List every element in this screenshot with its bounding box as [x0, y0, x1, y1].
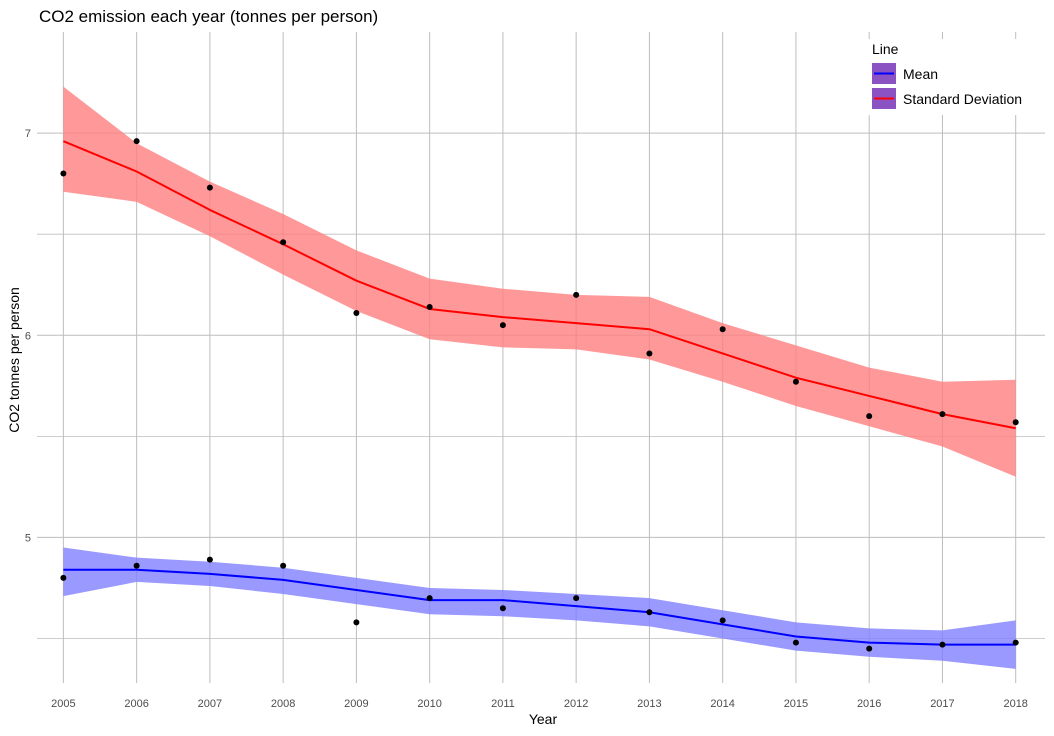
x-tick-label-2015: 2015 [784, 698, 808, 710]
point-standard-deviation-2008 [280, 239, 287, 246]
point-standard-deviation-2015 [792, 378, 799, 385]
legend-label-mean: Mean [903, 66, 938, 82]
series-lines [62, 140, 1016, 646]
point-standard-deviation-2010 [426, 303, 433, 310]
x-tick-label-2006: 2006 [124, 698, 148, 710]
x-tick-label-2009: 2009 [344, 698, 368, 710]
confidence-bands [63, 86, 1016, 669]
point-standard-deviation-2016 [866, 413, 873, 420]
legend-title: Line [872, 41, 899, 57]
point-standard-deviation-2006 [133, 138, 140, 145]
band-mean [63, 547, 1016, 669]
point-standard-deviation-2007 [206, 184, 213, 191]
legend-label-standard-deviation: Standard Deviation [903, 91, 1022, 107]
point-mean-2018 [1012, 639, 1019, 646]
y-tick-label-6: 6 [25, 330, 31, 342]
data-points [60, 138, 1019, 652]
y-tick-labels: 5 6 7 [25, 128, 31, 544]
legend-item-standard-deviation: Standard Deviation [872, 88, 1022, 109]
point-standard-deviation-2005 [60, 170, 67, 177]
x-tick-label-2007: 2007 [198, 698, 222, 710]
point-mean-2007 [206, 556, 213, 563]
point-mean-2006 [133, 562, 140, 569]
point-mean-2017 [939, 641, 946, 648]
legend: Line Mean Standard Deviation [866, 39, 1046, 115]
x-tick-label-2017: 2017 [930, 698, 954, 710]
legend-item-mean: Mean [872, 63, 938, 84]
point-mean-2016 [866, 645, 873, 652]
band-standard-deviation [63, 86, 1016, 477]
point-standard-deviation-2011 [499, 322, 506, 329]
x-tick-label-2010: 2010 [417, 698, 441, 710]
y-tick-label-5: 5 [25, 532, 31, 544]
point-mean-2008 [280, 562, 287, 569]
x-axis-title: Year [529, 711, 558, 727]
point-mean-2014 [719, 617, 726, 624]
x-tick-label-2013: 2013 [637, 698, 661, 710]
point-mean-2015 [792, 639, 799, 646]
point-standard-deviation-2014 [719, 326, 726, 333]
point-standard-deviation-2017 [939, 411, 946, 418]
point-standard-deviation-2018 [1012, 419, 1019, 426]
x-tick-label-2014: 2014 [710, 698, 734, 710]
y-tick-label-7: 7 [25, 128, 31, 140]
line-mean [63, 568, 1016, 646]
point-standard-deviation-2013 [646, 350, 653, 357]
y-axis-title: CO2 tonnes per person [6, 287, 22, 433]
line-standard-deviation [62, 140, 1016, 430]
x-tick-label-2016: 2016 [857, 698, 881, 710]
point-standard-deviation-2009 [353, 310, 360, 317]
point-standard-deviation-2012 [573, 291, 580, 298]
x-tick-label-2008: 2008 [271, 698, 295, 710]
point-mean-2013 [646, 609, 653, 616]
x-tick-label-2012: 2012 [564, 698, 588, 710]
x-tick-label-2005: 2005 [51, 698, 75, 710]
point-mean-2010 [426, 595, 433, 602]
x-tick-label-2018: 2018 [1003, 698, 1027, 710]
point-mean-2005 [60, 574, 67, 581]
point-mean-2012 [573, 595, 580, 602]
point-mean-2009 [353, 619, 360, 626]
chart-title: CO2 emission each year (tonnes per perso… [39, 7, 378, 26]
x-tick-label-2011: 2011 [491, 698, 515, 710]
point-mean-2011 [499, 605, 506, 612]
x-tick-labels: 2005 2006 2007 2008 2009 2010 2011 2012 2013 2014… [51, 698, 1028, 710]
